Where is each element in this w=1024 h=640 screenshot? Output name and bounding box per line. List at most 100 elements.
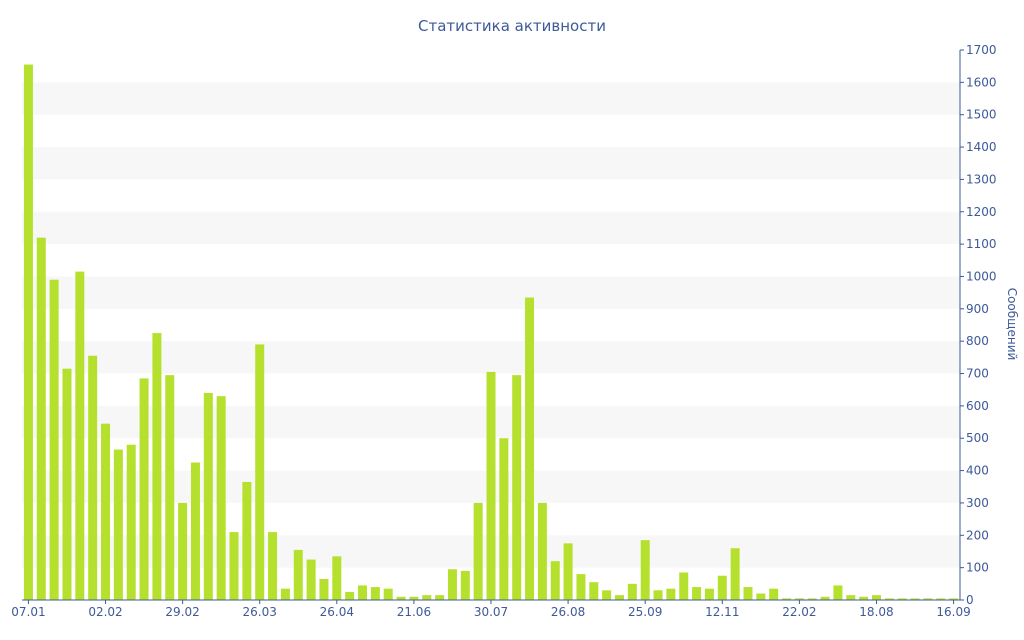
bar <box>807 598 817 600</box>
bar <box>627 583 637 600</box>
bar <box>203 392 213 600</box>
y-tick-label: 1000 <box>966 269 997 283</box>
bar <box>165 375 175 600</box>
bar <box>306 559 316 600</box>
bar <box>255 344 265 600</box>
axes-group: 0 100 200 300 400 500 600 700 800 900 1000 1100 1200… <box>11 43 996 619</box>
bar <box>293 549 303 600</box>
bar <box>704 588 714 600</box>
grid-band <box>22 82 960 115</box>
bar <box>486 371 496 600</box>
y-tick-label: 1100 <box>966 237 997 251</box>
bar <box>319 578 329 600</box>
bar <box>897 598 907 600</box>
bar <box>396 596 406 600</box>
y-tick-label: 500 <box>966 431 989 445</box>
bar <box>370 587 380 600</box>
y-tick-label: 1300 <box>966 172 997 186</box>
x-tick-label: 18.08 <box>859 605 893 619</box>
y-axis-label: Сообщений <box>1005 288 1019 361</box>
bar <box>537 502 547 600</box>
bar <box>884 598 894 600</box>
bar <box>653 590 663 600</box>
bar <box>23 64 33 600</box>
bar <box>730 548 740 600</box>
bar <box>49 279 59 600</box>
bar <box>859 596 869 600</box>
bar <box>36 237 46 600</box>
bar <box>422 595 432 600</box>
bar <box>794 598 804 600</box>
x-tick-label: 22.02 <box>782 605 816 619</box>
bar <box>345 591 355 600</box>
grid-band <box>22 147 960 180</box>
bar <box>409 596 419 600</box>
x-tick-label: 07.01 <box>11 605 45 619</box>
bar <box>88 355 98 600</box>
bar <box>563 543 573 600</box>
bar <box>280 588 290 600</box>
grid-bands <box>22 82 960 568</box>
y-tick-label: 900 <box>966 302 989 316</box>
bar <box>358 585 368 600</box>
bar <box>190 462 200 600</box>
bar <box>473 502 483 600</box>
x-tick-label: 26.03 <box>243 605 277 619</box>
bar <box>692 587 702 600</box>
bar <box>178 502 188 600</box>
y-tick-label: 0 <box>966 593 974 607</box>
bar <box>499 438 509 600</box>
y-tick-label: 1200 <box>966 205 997 219</box>
bar <box>666 588 676 600</box>
bar <box>756 593 766 600</box>
bars-group <box>23 64 959 600</box>
bar <box>743 587 753 600</box>
y-tick-label: 200 <box>966 528 989 542</box>
bar <box>550 561 560 600</box>
x-tick-label: 25.09 <box>628 605 662 619</box>
bar <box>62 368 72 600</box>
bar <box>75 271 85 600</box>
bar <box>576 574 586 600</box>
bar <box>139 378 149 600</box>
y-tick-label: 1600 <box>966 75 997 89</box>
bar <box>512 375 522 600</box>
bar <box>602 590 612 600</box>
bar <box>447 569 457 600</box>
y-tick-label: 800 <box>966 334 989 348</box>
x-tick-label: 12.11 <box>705 605 739 619</box>
bar <box>229 532 239 600</box>
bar <box>910 598 920 600</box>
bar <box>936 598 946 600</box>
y-tick-label: 700 <box>966 367 989 381</box>
bar <box>820 596 830 600</box>
x-tick-label: 26.08 <box>551 605 585 619</box>
y-tick-label: 1500 <box>966 108 997 122</box>
bar <box>126 444 136 600</box>
bar <box>640 540 650 600</box>
bar <box>435 595 445 600</box>
bar <box>113 449 123 600</box>
x-tick-label: 29.02 <box>165 605 199 619</box>
bar <box>871 595 881 600</box>
bar <box>383 588 393 600</box>
y-tick-label: 1700 <box>966 43 997 57</box>
x-tick-label: 21.06 <box>397 605 431 619</box>
bar <box>679 572 689 600</box>
bar <box>949 598 959 600</box>
x-tick-label: 30.07 <box>474 605 508 619</box>
grid-band <box>22 211 960 245</box>
y-tick-label: 300 <box>966 496 989 510</box>
bar <box>268 532 278 600</box>
bar <box>525 297 535 600</box>
bar <box>216 396 226 600</box>
bar <box>923 598 933 600</box>
bar <box>717 575 727 600</box>
bar <box>589 582 599 600</box>
x-tick-label: 02.02 <box>88 605 122 619</box>
x-tick-label: 26.04 <box>320 605 354 619</box>
bar <box>614 595 624 600</box>
bar <box>769 588 779 600</box>
